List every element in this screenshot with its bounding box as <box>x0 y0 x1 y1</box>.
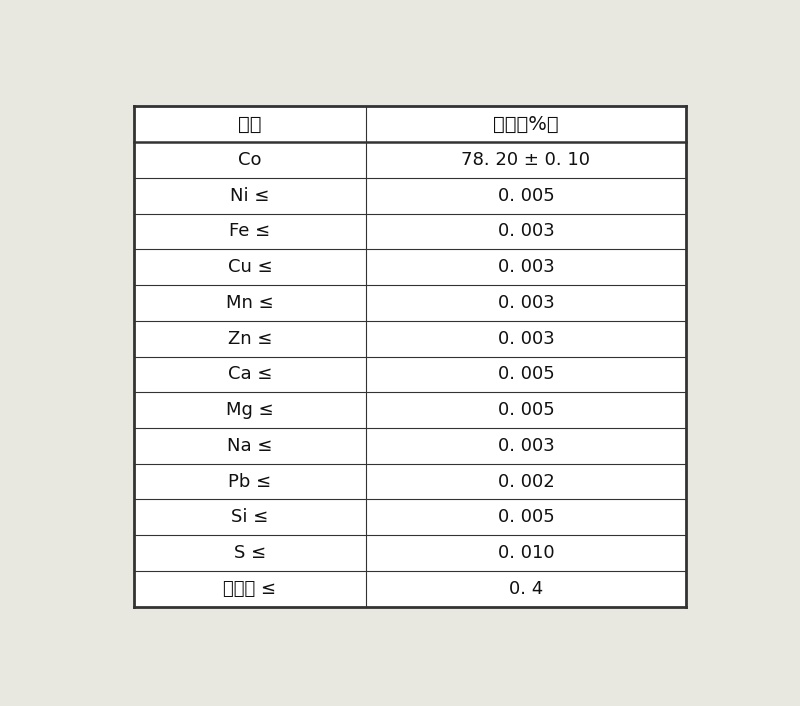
Text: 0. 005: 0. 005 <box>498 366 554 383</box>
Text: Ca ≤: Ca ≤ <box>228 366 272 383</box>
Text: Na ≤: Na ≤ <box>227 437 273 455</box>
Text: 0. 005: 0. 005 <box>498 187 554 205</box>
Text: S ≤: S ≤ <box>234 544 266 562</box>
Text: 0. 4: 0. 4 <box>509 580 543 598</box>
Text: Fe ≤: Fe ≤ <box>230 222 270 241</box>
Text: Mg ≤: Mg ≤ <box>226 401 274 419</box>
Text: 含量（%）: 含量（%） <box>493 115 558 134</box>
Text: 0. 010: 0. 010 <box>498 544 554 562</box>
Text: Co: Co <box>238 151 262 169</box>
Text: 0. 003: 0. 003 <box>498 258 554 276</box>
Text: Si ≤: Si ≤ <box>231 508 269 526</box>
Text: 0. 003: 0. 003 <box>498 222 554 241</box>
Text: 0. 003: 0. 003 <box>498 330 554 347</box>
Text: 0. 003: 0. 003 <box>498 294 554 312</box>
Text: Mn ≤: Mn ≤ <box>226 294 274 312</box>
Text: Zn ≤: Zn ≤ <box>228 330 272 347</box>
Text: 氧化度 ≤: 氧化度 ≤ <box>223 580 277 598</box>
Text: Pb ≤: Pb ≤ <box>228 472 272 491</box>
Text: 0. 002: 0. 002 <box>498 472 554 491</box>
Text: Ni ≤: Ni ≤ <box>230 187 270 205</box>
Text: 0. 005: 0. 005 <box>498 401 554 419</box>
Text: Cu ≤: Cu ≤ <box>228 258 272 276</box>
Text: 0. 005: 0. 005 <box>498 508 554 526</box>
Text: 78. 20 ± 0. 10: 78. 20 ± 0. 10 <box>462 151 590 169</box>
Text: 0. 003: 0. 003 <box>498 437 554 455</box>
Text: 元素: 元素 <box>238 115 262 134</box>
